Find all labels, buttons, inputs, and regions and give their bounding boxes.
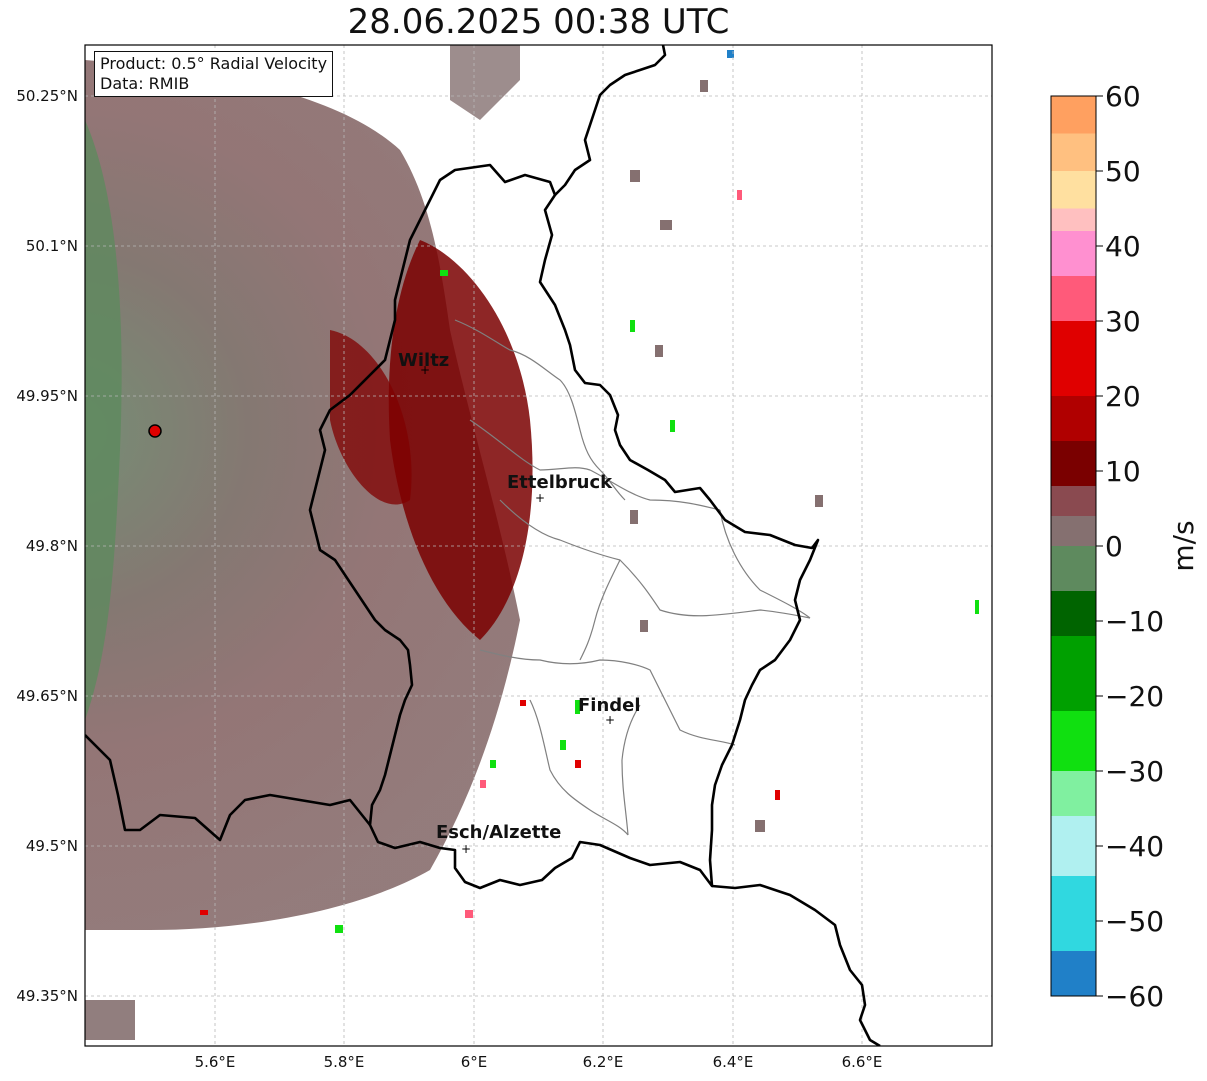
colorbar-band [1051, 133, 1096, 172]
colorbar-band [1051, 516, 1096, 547]
lat-label-49.5: 49.5°N [26, 837, 78, 855]
colorbar-tick-label: −60 [1105, 980, 1164, 1013]
colorbar-tick-label: −10 [1105, 605, 1164, 638]
outbound-velocity-region [85, 120, 122, 720]
lon-label-6.2: 6.2°E [583, 1053, 624, 1071]
data-source-label: Data: RMIB [100, 74, 190, 93]
colorbar-band [1051, 951, 1096, 997]
colorbar-tick-label: 60 [1105, 80, 1141, 113]
border-germany-east [711, 883, 881, 1046]
colorbar-tick-label: −50 [1105, 905, 1164, 938]
city-wiltz: + Wiltz [398, 350, 449, 377]
inbound-velocity-core [388, 240, 533, 640]
lat-label-49.65: 49.65°N [16, 687, 78, 705]
product-info-box: Product: 0.5° Radial Velocity Data: RMIB [94, 51, 334, 97]
border-luxembourg-belgium [308, 163, 820, 890]
colorbar-band [1051, 486, 1096, 517]
lon-label-6.0: 6°E [461, 1053, 488, 1071]
colorbar-ticks: 60 50 40 30 20 10 0 −10 −20 −30 −40 −50 −60 [1096, 80, 1164, 1013]
lat-label-49.35: 49.35°N [16, 987, 78, 1005]
colorbar-band [1051, 208, 1096, 232]
colorbar-tick-label: 10 [1105, 455, 1141, 488]
national-borders [85, 45, 881, 1046]
lon-label-6.6: 6.6°E [842, 1053, 883, 1071]
city-label-esch-alzette: Esch/Alzette [436, 822, 561, 843]
canton-boundaries [454, 319, 811, 836]
colorbar-band [1051, 231, 1096, 277]
city-esch-alzette: + Esch/Alzette [436, 822, 561, 856]
colorbar-tick-label: −40 [1105, 830, 1164, 863]
colorbar-band [1051, 171, 1096, 209]
city-marker: + [605, 713, 615, 727]
colorbar-tick-label: 20 [1105, 380, 1141, 413]
city-markers: + Wiltz + Ettelbruck + Findel + Esch/Alz… [398, 350, 641, 856]
colorbar-band [1051, 636, 1096, 712]
colorbar-bands [1051, 96, 1096, 997]
colorbar-band [1051, 591, 1096, 637]
lon-axis-labels: 5.6°E 5.8°E 6°E 6.2°E 6.4°E 6.6°E [195, 1053, 883, 1071]
product-label: Product: 0.5° Radial Velocity [100, 54, 328, 73]
city-marker: + [420, 363, 430, 377]
colorbar-band [1051, 441, 1096, 487]
colorbar-band [1051, 321, 1096, 397]
lon-label-5.6: 5.6°E [195, 1053, 236, 1071]
colorbar-band [1051, 96, 1096, 134]
radar-echo-field [85, 45, 979, 1040]
colorbar-tick-label: 0 [1105, 530, 1123, 563]
colorbar: 60 50 40 30 20 10 0 −10 −20 −30 −40 −50 −60 m/s [1050, 80, 1200, 1013]
radar-site-marker[interactable] [148, 424, 162, 438]
city-label-ettelbruck: Ettelbruck [507, 472, 613, 493]
colorbar-tick-label: −30 [1105, 755, 1164, 788]
colorbar-band [1051, 816, 1096, 877]
map-frame [84, 44, 993, 1047]
map-title: 28.06.2025 00:38 UTC [347, 2, 730, 42]
city-label-wiltz: Wiltz [398, 350, 449, 371]
city-marker: + [535, 491, 545, 505]
colorbar-unit-label: m/s [1167, 520, 1200, 571]
city-ettelbruck: + Ettelbruck [507, 472, 613, 505]
colorbar-band [1051, 396, 1096, 442]
lat-label-49.95: 49.95°N [16, 387, 78, 405]
city-marker: + [461, 842, 471, 856]
colorbar-band [1051, 276, 1096, 322]
colorbar-tick-label: 30 [1105, 305, 1141, 338]
colorbar-band [1051, 711, 1096, 772]
colorbar-tick-label: −20 [1105, 680, 1164, 713]
colorbar-band [1051, 546, 1096, 592]
city-findel: + Findel [578, 695, 641, 727]
colorbar-tick-label: 50 [1105, 155, 1141, 188]
lat-label-50.1: 50.1°N [26, 237, 78, 255]
border-germany-north [554, 45, 667, 196]
lon-label-6.4: 6.4°E [713, 1053, 754, 1071]
city-label-findel: Findel [578, 695, 641, 716]
border-france [85, 734, 372, 842]
lat-label-50.25: 50.25°N [16, 87, 78, 105]
lat-label-49.8: 49.8°N [26, 537, 78, 555]
lon-label-5.8: 5.8°E [324, 1053, 365, 1071]
colorbar-band [1051, 771, 1096, 817]
colorbar-tick-label: 40 [1105, 230, 1141, 263]
colorbar-band [1051, 876, 1096, 952]
lat-axis-labels: 50.25°N 50.1°N 49.95°N 49.8°N 49.65°N 49… [16, 87, 78, 1005]
